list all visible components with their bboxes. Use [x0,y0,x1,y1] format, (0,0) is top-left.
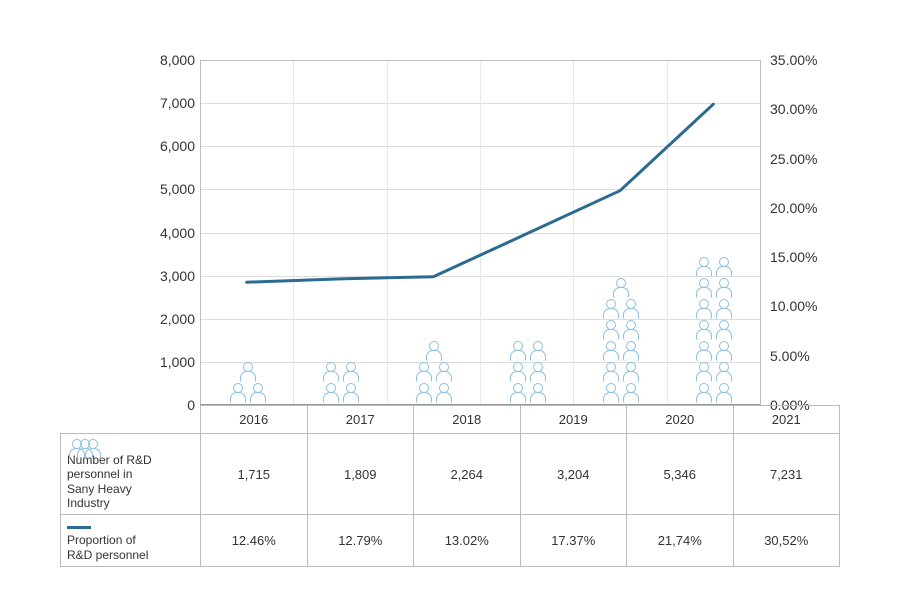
y-right-tick-label: 5.00% [770,348,835,364]
y-left-tick-label: 3,000 [140,268,195,284]
people-icon [714,299,732,319]
people-icon [621,299,639,319]
people-icon [621,320,639,340]
people-icon [694,299,712,319]
people-icon [601,341,619,361]
bar-value-cell: 7,231 [733,434,840,515]
people-icon [694,341,712,361]
y-right-tick-label: 25.00% [770,151,835,167]
year-cell: 2019 [520,406,627,434]
year-cell: 2017 [307,406,414,434]
people-icon [714,383,732,403]
y-right-tick-label: 30.00% [770,101,835,117]
data-table: 2016 2017 2018 2019 2020 2021 Number of … [60,405,840,567]
people-icon [414,362,432,382]
y-right-tick-label: 35.00% [770,52,835,68]
people-icon [601,299,619,319]
legend-bar-label: Number of R&D personnel in Sany Heavy In… [61,434,201,515]
people-icon [508,383,526,403]
bar-icon-column [413,306,453,404]
people-icon [341,383,359,403]
people-icon [714,278,732,298]
line-swatch-icon [67,526,91,529]
people-icon [694,257,712,277]
y-left-tick-label: 2,000 [140,311,195,327]
y-left-tick-label: 4,000 [140,225,195,241]
people-icon [528,383,546,403]
year-cell: 2018 [414,406,521,434]
people-icon [414,383,432,403]
chart-container: 01,0002,0003,0004,0005,0006,0007,0008,00… [60,50,840,550]
people-icon [694,278,712,298]
people-icon [601,320,619,340]
line-value-cell: 17.37% [520,515,627,567]
people-icon [67,439,91,453]
table-row-years: 2016 2017 2018 2019 2020 2021 [61,406,840,434]
line-value-cell: 30,52% [733,515,840,567]
people-icon [714,320,732,340]
people-icon [694,362,712,382]
bar-icon-column [600,173,640,404]
people-icon [601,383,619,403]
line-value-cell: 12.79% [307,515,414,567]
plot-area [200,60,760,405]
table-row-line: Proportion of R&D personnel 12.46% 12.79… [61,515,840,567]
people-icon [714,257,732,277]
y-right-tick-label: 20.00% [770,200,835,216]
legend-line-label: Proportion of R&D personnel [61,515,201,567]
y-left-tick-label: 6,000 [140,138,195,154]
people-icon [228,383,246,403]
bar-value-cell: 2,264 [414,434,521,515]
people-icon [321,362,339,382]
y-right-tick-label: 15.00% [770,249,835,265]
y-left-tick-label: 1,000 [140,354,195,370]
y-left-tick-label: 5,000 [140,181,195,197]
people-icon [508,341,526,361]
people-icon [694,320,712,340]
bar-icon-column [320,326,360,404]
bar-icon-column [693,92,733,404]
people-icon [341,362,359,382]
bar-icon-column [507,266,547,404]
table-header-blank [61,406,201,434]
year-cell: 2020 [627,406,734,434]
people-icon [238,362,256,382]
people-icon [621,383,639,403]
people-icon [424,341,442,361]
y-left-tick-label: 8,000 [140,52,195,68]
y-left-tick-label: 7,000 [140,95,195,111]
people-icon [694,383,712,403]
table-row-bar: Number of R&D personnel in Sany Heavy In… [61,434,840,515]
bar-icon-column [227,330,267,404]
people-icon [714,341,732,361]
people-icon [528,362,546,382]
people-icon [528,341,546,361]
bar-value-cell: 1,809 [307,434,414,515]
line-value-cell: 13.02% [414,515,521,567]
people-icon [434,383,452,403]
people-icon [621,341,639,361]
people-icon [434,362,452,382]
year-cell: 2016 [201,406,308,434]
people-icon [714,362,732,382]
people-icon [621,362,639,382]
bar-value-cell: 3,204 [520,434,627,515]
bar-value-cell: 5,346 [627,434,734,515]
x-separator [760,60,761,405]
people-icon [611,278,629,298]
people-icon [601,362,619,382]
bar-value-cell: 1,715 [201,434,308,515]
people-icon [248,383,266,403]
line-value-cell: 12.46% [201,515,308,567]
year-cell: 2021 [733,406,840,434]
line-value-cell: 21,74% [627,515,734,567]
people-icon [508,362,526,382]
people-icon [321,383,339,403]
y-right-tick-label: 10.00% [770,298,835,314]
